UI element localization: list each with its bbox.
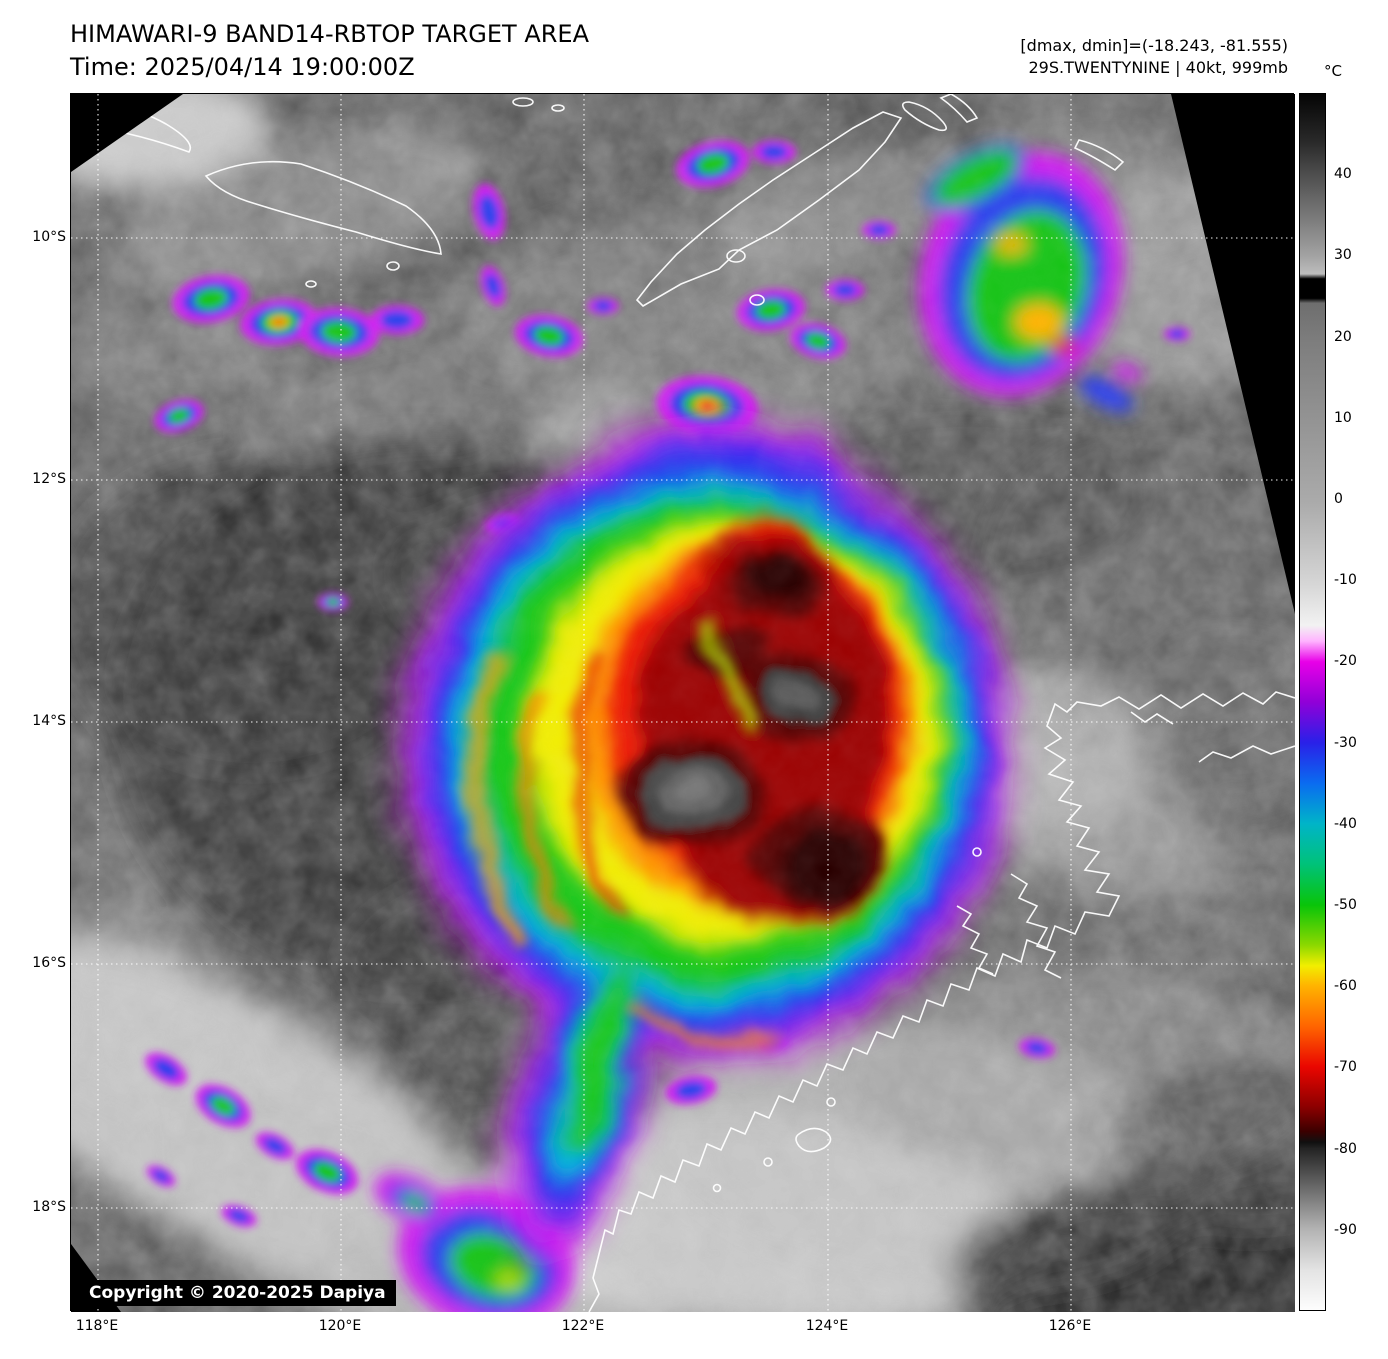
colorbar-tick-label: 20	[1334, 328, 1352, 345]
australia-coast	[588, 691, 1295, 1312]
colorbar-tick-label: -10	[1334, 572, 1357, 589]
colorbar-tick-label: -80	[1334, 1140, 1357, 1157]
colorbar-tick-label: 10	[1334, 409, 1352, 426]
latitude-label: 16°S	[32, 955, 66, 971]
colorbar-tick-label: -50	[1334, 897, 1357, 913]
latitude-label: 10°S	[32, 229, 66, 245]
colorbar	[1299, 93, 1326, 1311]
colorbar-unit: °C	[1324, 62, 1342, 80]
storm-info: 29S.TWENTYNINE | 40kt, 999mb	[1028, 58, 1289, 77]
colorbar-tick-label: -40	[1334, 815, 1357, 832]
colorbar-tick-label: 40	[1334, 166, 1352, 183]
latitude-label: 12°S	[32, 471, 66, 487]
copyright-badge: Copyright © 2020-2025 Dapiya	[79, 1280, 396, 1306]
longitude-label: 124°E	[805, 1318, 849, 1334]
longitude-label: 118°E	[75, 1318, 119, 1334]
grid-overlay	[71, 94, 1295, 1312]
longitude-label: 126°E	[1048, 1318, 1092, 1334]
product-time: Time: 2025/04/14 19:00:00Z	[70, 53, 415, 81]
colorbar-tick-label: -30	[1334, 734, 1357, 751]
product-title: HIMAWARI-9 BAND14-RBTOP TARGET AREA	[70, 20, 590, 48]
colorbar-tick-label: 30	[1334, 247, 1352, 264]
latitude-label: 18°S	[32, 1199, 66, 1215]
latitude-label: 14°S	[32, 713, 66, 729]
longitude-label: 120°E	[318, 1318, 362, 1334]
colorbar-tick-label: -70	[1334, 1059, 1357, 1076]
colorbar-tick-label: -20	[1334, 653, 1357, 670]
island-sumba	[204, 160, 442, 255]
satellite-image: Copyright © 2020-2025 Dapiya	[70, 93, 1295, 1312]
colorbar-tick-label: 0	[1334, 491, 1343, 507]
colorbar-tick-label: -90	[1334, 1221, 1357, 1238]
dmax-dmin-readout: [dmax, dmin]=(-18.243, -81.555)	[1020, 36, 1288, 55]
colorbar-tick-label: -60	[1334, 978, 1357, 995]
coastlines	[71, 94, 1295, 1312]
longitude-label: 122°E	[561, 1318, 605, 1334]
satellite-canvas	[71, 94, 1295, 1312]
